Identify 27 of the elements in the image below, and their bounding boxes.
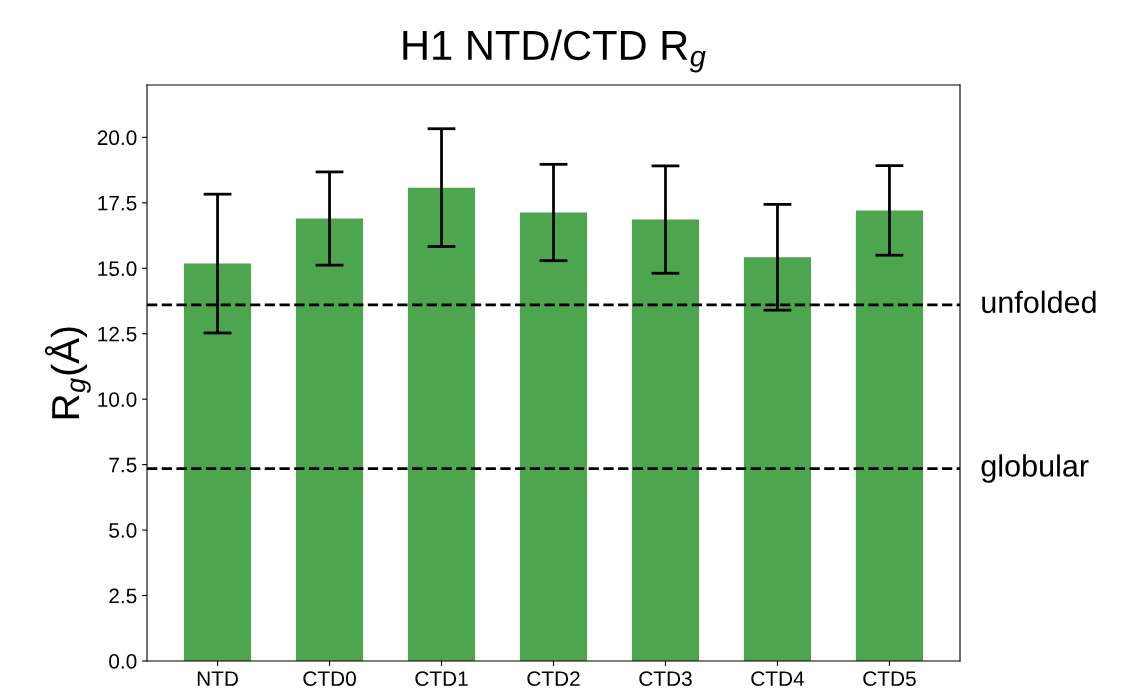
y-tick-label: 15.0: [98, 261, 137, 277]
ref-line-label: globular: [981, 454, 1089, 483]
bar: [631, 219, 700, 661]
y-tick-label: 0.0: [109, 654, 137, 669]
ref-line-label: unfolded: [982, 290, 1096, 314]
x-tick-label: CTD0: [303, 671, 356, 687]
bar: [855, 210, 924, 661]
y-tick-label: 5.0: [109, 523, 137, 538]
y-tick-label: 20.0: [97, 130, 137, 146]
x-tick-label: CTD1: [415, 671, 468, 687]
y-tick-label: 12.5: [98, 326, 137, 342]
y-tick-label: 7.5: [109, 457, 137, 473]
x-tick-label: CTD5: [863, 671, 916, 687]
y-tick-label: 17.5: [98, 196, 137, 211]
y-tick-label: 2.5: [109, 588, 137, 604]
x-tick-label: CTD4: [751, 671, 805, 687]
bar: [295, 218, 364, 661]
bar: [183, 263, 252, 661]
x-tick-label: CTD3: [639, 671, 692, 687]
y-axis-title: R$_{g}$(Å): [44, 327, 91, 419]
chart-title: H1 NTD/CTD R$_{g}$: [403, 29, 706, 73]
y-tick-label: 10.0: [98, 392, 137, 407]
bar: [407, 187, 476, 661]
bar: [743, 257, 812, 661]
bar: [519, 212, 588, 661]
x-tick-label: CTD2: [527, 671, 580, 687]
x-tick-label: NTD: [197, 671, 238, 686]
